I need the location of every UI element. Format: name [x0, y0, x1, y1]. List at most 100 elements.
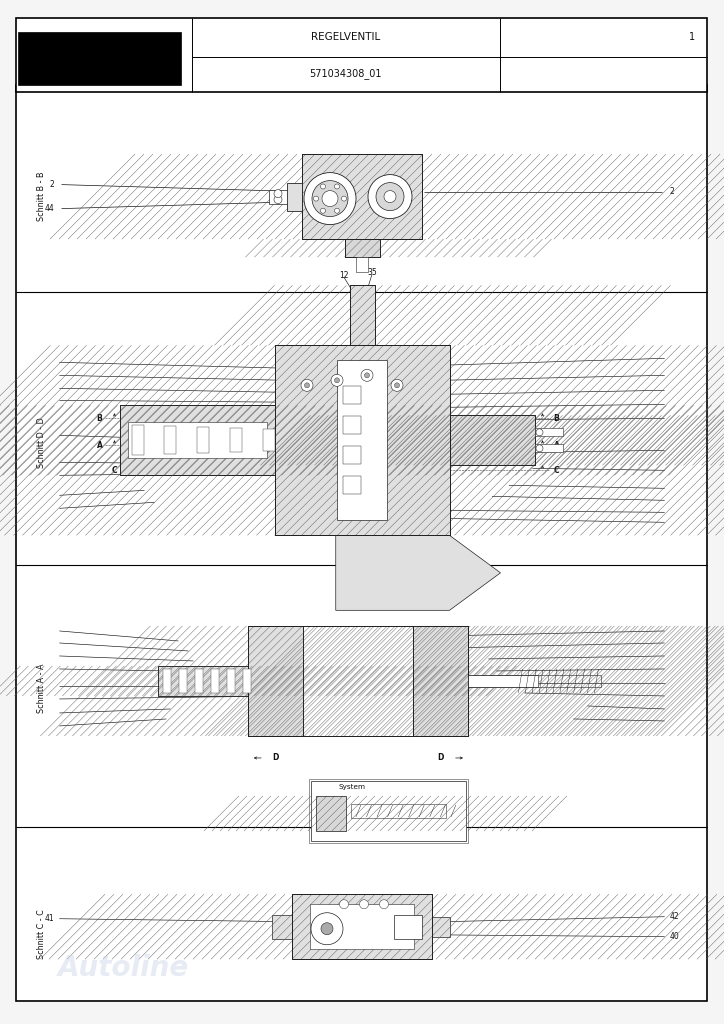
- Bar: [248, 626, 303, 736]
- Bar: [534, 428, 563, 436]
- Bar: [394, 914, 422, 939]
- Bar: [337, 360, 387, 520]
- Bar: [534, 444, 563, 453]
- Bar: [159, 666, 248, 696]
- Bar: [468, 675, 602, 687]
- Circle shape: [384, 190, 396, 203]
- Circle shape: [391, 379, 403, 391]
- Bar: [345, 240, 379, 257]
- Circle shape: [364, 373, 369, 378]
- Bar: [263, 429, 274, 452]
- Circle shape: [304, 173, 356, 224]
- Bar: [343, 386, 361, 404]
- Bar: [274, 345, 450, 536]
- Circle shape: [376, 182, 404, 211]
- Circle shape: [361, 370, 373, 381]
- Circle shape: [360, 900, 369, 908]
- Text: C: C: [111, 466, 117, 475]
- Bar: [197, 427, 209, 454]
- Circle shape: [301, 379, 313, 391]
- Text: 1: 1: [689, 32, 695, 42]
- Bar: [450, 416, 534, 465]
- Bar: [211, 669, 219, 693]
- Text: A: A: [96, 440, 102, 450]
- Circle shape: [334, 208, 340, 213]
- Circle shape: [312, 180, 348, 217]
- Bar: [18, 32, 181, 85]
- Bar: [119, 406, 274, 475]
- Polygon shape: [336, 536, 500, 610]
- Circle shape: [274, 189, 282, 198]
- Bar: [356, 257, 368, 272]
- Bar: [292, 894, 432, 959]
- Bar: [164, 669, 172, 693]
- Circle shape: [321, 184, 326, 189]
- Text: 2: 2: [49, 180, 54, 189]
- Bar: [269, 189, 287, 204]
- Bar: [292, 894, 432, 959]
- Bar: [272, 914, 292, 939]
- Bar: [127, 422, 266, 459]
- Text: 41: 41: [45, 914, 54, 924]
- Bar: [159, 666, 248, 696]
- Bar: [230, 428, 242, 453]
- Circle shape: [321, 923, 333, 935]
- Text: Schnitt B - B: Schnitt B - B: [38, 172, 46, 221]
- Bar: [316, 796, 346, 830]
- Circle shape: [334, 184, 340, 189]
- Bar: [164, 426, 176, 455]
- Text: 35: 35: [367, 268, 377, 276]
- Text: A: A: [554, 440, 560, 450]
- Bar: [311, 781, 466, 841]
- Circle shape: [340, 900, 348, 908]
- Bar: [351, 804, 446, 818]
- Bar: [343, 417, 361, 434]
- Circle shape: [321, 208, 326, 213]
- Text: 12: 12: [340, 270, 349, 280]
- Bar: [345, 240, 379, 257]
- Text: Schnitt D - D: Schnitt D - D: [38, 417, 46, 468]
- Bar: [132, 425, 143, 456]
- Text: B: B: [96, 414, 102, 423]
- Text: 40: 40: [670, 932, 679, 941]
- Text: REGELVENTIL: REGELVENTIL: [311, 32, 380, 42]
- Bar: [343, 446, 361, 464]
- Circle shape: [331, 375, 343, 386]
- Bar: [248, 626, 303, 736]
- Circle shape: [305, 383, 309, 388]
- Text: D: D: [273, 754, 279, 763]
- Circle shape: [313, 197, 319, 201]
- Bar: [303, 626, 413, 736]
- Bar: [316, 796, 346, 830]
- Text: C: C: [554, 466, 560, 475]
- Circle shape: [536, 429, 543, 436]
- Bar: [195, 669, 203, 693]
- Bar: [302, 154, 422, 240]
- Bar: [243, 669, 251, 693]
- Bar: [350, 286, 374, 345]
- Bar: [343, 476, 361, 495]
- Bar: [309, 779, 468, 843]
- Circle shape: [334, 378, 340, 383]
- Circle shape: [322, 190, 338, 207]
- Bar: [119, 406, 274, 475]
- Text: Schnitt A - A: Schnitt A - A: [38, 664, 46, 713]
- Bar: [432, 916, 450, 937]
- Text: 44: 44: [45, 204, 54, 213]
- Bar: [310, 904, 414, 949]
- Bar: [180, 669, 188, 693]
- Bar: [287, 182, 302, 211]
- Text: D: D: [438, 754, 444, 763]
- Text: System: System: [339, 784, 366, 790]
- Bar: [274, 345, 450, 536]
- Bar: [248, 626, 468, 736]
- Bar: [302, 154, 422, 240]
- Bar: [16, 85, 707, 1001]
- Text: 42: 42: [670, 912, 679, 922]
- Text: B: B: [554, 414, 560, 423]
- Circle shape: [379, 900, 389, 908]
- Text: Autoline: Autoline: [57, 953, 189, 982]
- Circle shape: [311, 912, 343, 945]
- Bar: [413, 626, 468, 736]
- Bar: [350, 286, 374, 345]
